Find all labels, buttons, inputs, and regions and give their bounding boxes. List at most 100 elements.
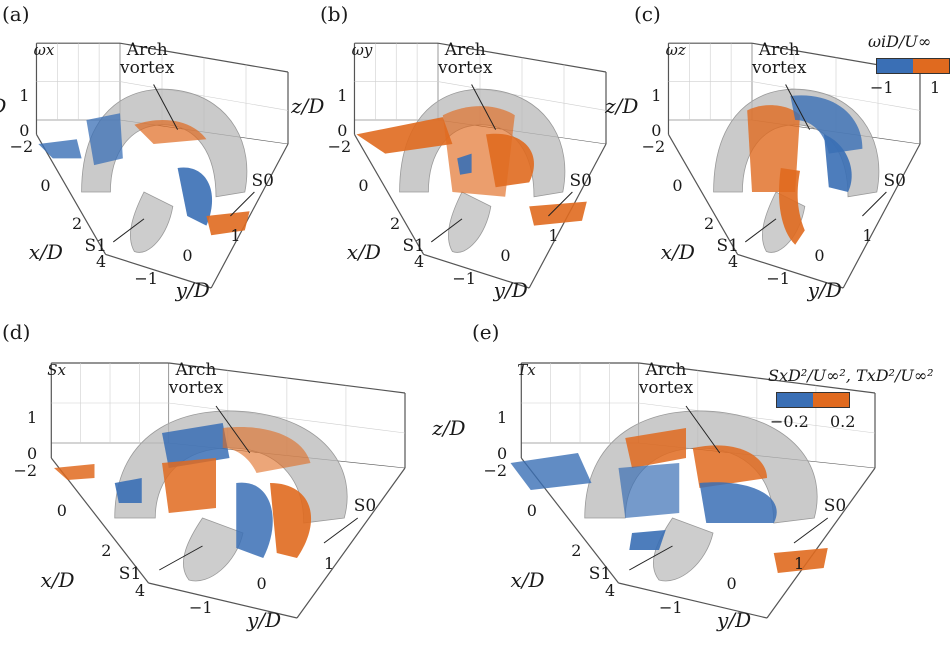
arch-vortex-label: Arch vortex (120, 41, 174, 78)
z-axis-label: z/D (605, 94, 639, 118)
x-tick: −2 (327, 137, 352, 157)
s1-structure (653, 517, 714, 582)
component-label: Tx (517, 361, 536, 379)
negative-region (114, 478, 142, 503)
negative-region (38, 139, 82, 159)
colorbar-max: 0.2 (830, 412, 856, 431)
positive-region (692, 445, 767, 488)
isosurfaces (510, 410, 828, 582)
z-tick-1: 1 (651, 86, 662, 106)
negative-region (177, 167, 213, 226)
x-tick: 4 (96, 252, 107, 272)
x-axis-label: x/D (660, 239, 695, 264)
isosurfaces (713, 88, 880, 253)
arch-label-line1: Arch (758, 40, 800, 61)
y-tick: 1 (230, 226, 241, 246)
arch-vortex-label: Arch vortex (438, 40, 493, 79)
x-tick: −2 (641, 137, 666, 157)
y-tick: 0 (256, 574, 267, 593)
axes-box (35, 42, 289, 289)
y-axis-label: y/D (717, 608, 752, 632)
negative-swatch (777, 393, 813, 407)
panel-plot-e (510, 362, 876, 619)
colorbar-max: 1 (930, 78, 941, 97)
arch-label-line1: Arch (444, 40, 486, 61)
negative-region (510, 453, 592, 490)
colorbar-swatches (776, 392, 850, 408)
isosurfaces (38, 88, 250, 253)
s0-label: S0 (883, 170, 906, 191)
s1-structure (130, 191, 174, 253)
y-tick: 1 (794, 554, 805, 573)
arch-label-line2: vortex (638, 377, 694, 398)
arch-vortex-label: Arch vortex (638, 361, 694, 398)
y-tick: −1 (766, 268, 790, 288)
x-tick: 0 (56, 501, 67, 520)
annotation-lines (112, 84, 255, 243)
positive-swatch (913, 59, 949, 73)
colorbar-title: SxD²/U∞², TxD²/U∞² (768, 366, 934, 385)
y-axis-label: y/D (493, 278, 528, 303)
positive-region (529, 201, 587, 226)
z-tick-0: 0 (497, 444, 508, 463)
positive-swatch (813, 393, 849, 407)
panel-label: (b) (320, 2, 349, 26)
y-tick: −1 (189, 598, 213, 617)
x-tick: 4 (135, 581, 146, 600)
x-axis-label: x/D (40, 568, 75, 592)
x-tick: 2 (101, 541, 112, 560)
x-tick: 2 (571, 541, 582, 560)
colorbar-min: −1 (870, 78, 894, 97)
negative-region (824, 134, 852, 192)
y-tick: 1 (324, 554, 335, 573)
arch-vortex-isosurface (81, 88, 248, 198)
panel-label: (c) (634, 2, 661, 26)
s1-label: S1 (402, 236, 425, 257)
y-tick: 1 (862, 226, 873, 246)
arch-label-line2: vortex (168, 377, 224, 398)
negative-region (162, 423, 230, 468)
annotation-lines (744, 84, 887, 243)
positive-region (162, 458, 216, 513)
colorbar-min: −0.2 (770, 412, 809, 431)
y-tick: −1 (452, 268, 476, 288)
positive-region (134, 120, 207, 144)
y-tick: −1 (134, 268, 158, 288)
arch-label-line1: Arch (175, 360, 217, 380)
y-tick: −1 (659, 598, 683, 617)
z-tick-0: 0 (27, 444, 38, 463)
colorbar-title: ωiD/U∞ (868, 32, 932, 51)
annotation-lines (629, 405, 829, 571)
panel-label: (a) (2, 2, 30, 26)
arch-label-line2: vortex (438, 58, 493, 79)
x-tick: 2 (704, 214, 715, 233)
z-tick-1: 1 (19, 86, 30, 106)
s1-structure (448, 191, 492, 253)
positive-region (270, 483, 312, 558)
panel-plot-c (667, 42, 921, 289)
s0-label: S0 (353, 496, 377, 516)
x-axis-label: x/D (346, 239, 381, 264)
component-label: ωy (351, 41, 373, 60)
x-tick: −2 (9, 137, 34, 157)
s1-label: S1 (716, 236, 739, 257)
s0-label: S0 (251, 170, 274, 191)
negative-region (236, 482, 273, 558)
z-axis-label: z/D (432, 416, 466, 440)
positive-region (779, 168, 805, 245)
positive-region (222, 427, 311, 473)
isosurfaces (356, 88, 587, 253)
x-axis-label: x/D (510, 568, 545, 592)
panel-e: (e) Tx z/D 1 0 −2 0 2 4 x/D −1 0 1 y/D Arch vortex S0 S1 (432, 318, 876, 638)
y-tick: 1 (548, 226, 559, 246)
x-tick: 2 (72, 214, 83, 233)
y-axis-label: y/D (247, 608, 282, 632)
x-tick: −2 (483, 461, 508, 480)
y-tick: 0 (500, 245, 511, 265)
y-tick: 0 (726, 574, 737, 593)
positive-region (486, 133, 534, 188)
positive-region (356, 117, 453, 154)
negative-region (629, 530, 666, 550)
arch-vortex-label: Arch vortex (168, 360, 224, 398)
